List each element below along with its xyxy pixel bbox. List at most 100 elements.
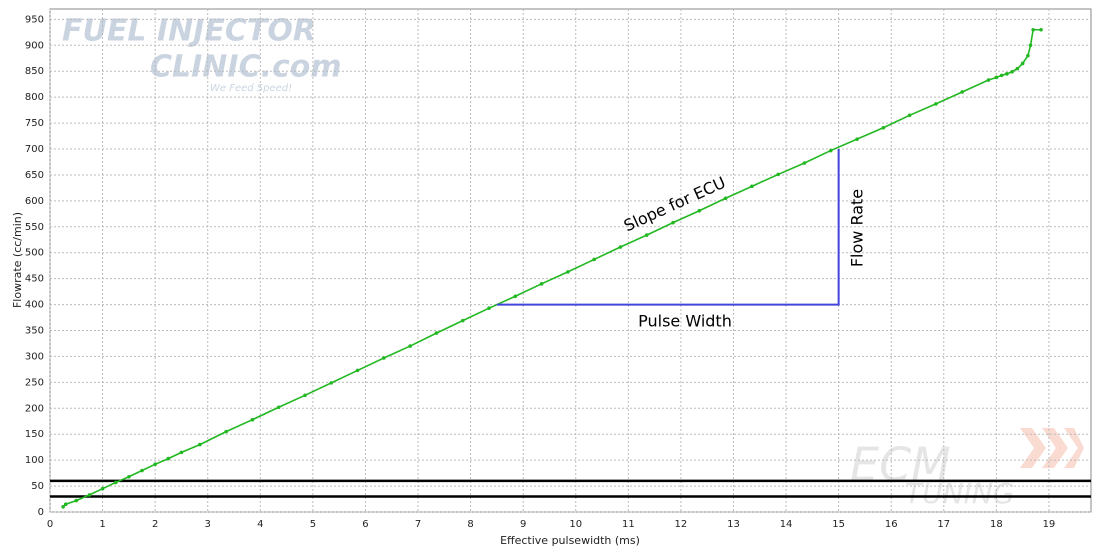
data-point [750, 184, 754, 189]
y-tick-label: 250 [25, 377, 44, 388]
logo-top: FUEL INJECTOR CLINIC.com We Feed Speed! [62, 14, 342, 95]
y-tick-label: 550 [25, 222, 44, 233]
data-point [828, 148, 833, 153]
y-tick-label: 350 [25, 326, 44, 337]
x-tick-label: 6 [362, 519, 368, 530]
data-point [140, 468, 144, 473]
data-point [802, 161, 807, 165]
series-line [62, 28, 1042, 508]
data-point [224, 429, 228, 434]
x-tick-label: 17 [937, 519, 950, 530]
data-point [434, 331, 439, 335]
data-point [1028, 43, 1033, 48]
data-point [1010, 69, 1014, 74]
data-point [487, 306, 491, 311]
x-tick-label: 15 [832, 519, 845, 530]
logo-text: CLINIC.com [150, 50, 342, 85]
plot-area [49, 8, 1092, 513]
data-point [113, 480, 118, 485]
logo-text: FUEL INJECTOR [62, 14, 316, 49]
y-tick-label: 700 [25, 144, 44, 155]
y-tick-label: 100 [25, 455, 44, 466]
y-tick-label: 850 [25, 66, 44, 77]
data-point [1015, 66, 1020, 71]
data-point [127, 474, 131, 479]
x-tick-label: 0 [47, 519, 53, 530]
y-tick-label: 500 [25, 248, 44, 259]
data-point [166, 456, 171, 461]
y-tick-label: 900 [25, 40, 44, 51]
y-tick-label: 950 [25, 14, 44, 25]
y-tick-label: 450 [25, 274, 44, 285]
logo-text: ECM [850, 438, 951, 492]
data-point [907, 113, 912, 118]
data-point [1005, 72, 1009, 76]
logo-icon [1020, 428, 1084, 468]
data-point [61, 505, 65, 509]
data-point [179, 450, 184, 455]
data-point [671, 220, 675, 225]
data-point [303, 393, 307, 398]
data-point [999, 73, 1004, 78]
x-tick-label: 12 [675, 519, 688, 530]
x-tick-label: 4 [257, 519, 263, 530]
data-point [994, 75, 999, 80]
logo-bottom: ECM TUNING [850, 428, 1084, 510]
x-axis-title: Effective pulsewidth (ms) [500, 534, 640, 547]
x-tick-label: 11 [622, 519, 635, 530]
x-tick-label: 13 [727, 519, 740, 530]
annotation: Pulse Width [638, 312, 732, 331]
data-point [74, 498, 79, 503]
data-point [697, 208, 702, 213]
data-point [539, 282, 544, 286]
x-tick-label: 2 [152, 519, 158, 530]
data-point [618, 245, 623, 249]
y-tick-label: 600 [25, 196, 44, 207]
logo-text: We Feed Speed! [210, 83, 292, 94]
data-point [723, 196, 728, 201]
data-point [382, 356, 386, 360]
data-point [1031, 27, 1035, 32]
data-point [460, 318, 465, 323]
x-tick-label: 8 [467, 519, 473, 530]
data-point [153, 462, 157, 467]
guide-line [496, 149, 840, 306]
y-tick-label: 400 [25, 300, 44, 311]
data-point [63, 502, 68, 507]
x-tick-label: 3 [205, 519, 211, 530]
y-tick-label: 300 [25, 351, 44, 362]
y-tick-label: 0 [38, 507, 44, 518]
x-tick-label: 1 [99, 519, 105, 530]
data-point [855, 137, 859, 141]
y-tick-label: 50 [31, 481, 44, 492]
data-point [776, 172, 780, 177]
data-point [934, 102, 938, 106]
data-point [1026, 53, 1030, 58]
x-tick-label: 16 [885, 519, 898, 530]
data-point [592, 257, 596, 262]
x-tick-label: 19 [1043, 519, 1056, 530]
data-point [408, 344, 412, 348]
y-axis-title: Flowrate (cc/min) [11, 212, 24, 308]
x-tick-label: 5 [310, 519, 316, 530]
data-point [513, 294, 518, 299]
data-point [355, 368, 360, 373]
data-point [1039, 27, 1043, 32]
y-tick-label: 800 [25, 92, 44, 103]
data-point [644, 233, 649, 237]
y-tick-label: 150 [25, 429, 44, 440]
x-tick-label: 14 [780, 519, 793, 530]
data-point [198, 442, 202, 447]
data-point [881, 125, 886, 130]
data-point [100, 486, 105, 491]
data-point [329, 381, 334, 385]
data-point [1020, 61, 1025, 66]
x-tick-label: 7 [415, 519, 421, 530]
data-point [250, 417, 255, 422]
data-point [566, 270, 570, 274]
y-tick-label: 650 [25, 170, 44, 181]
data-point [986, 78, 991, 82]
x-tick-label: 18 [990, 519, 1003, 530]
y-tick-label: 200 [25, 403, 44, 414]
